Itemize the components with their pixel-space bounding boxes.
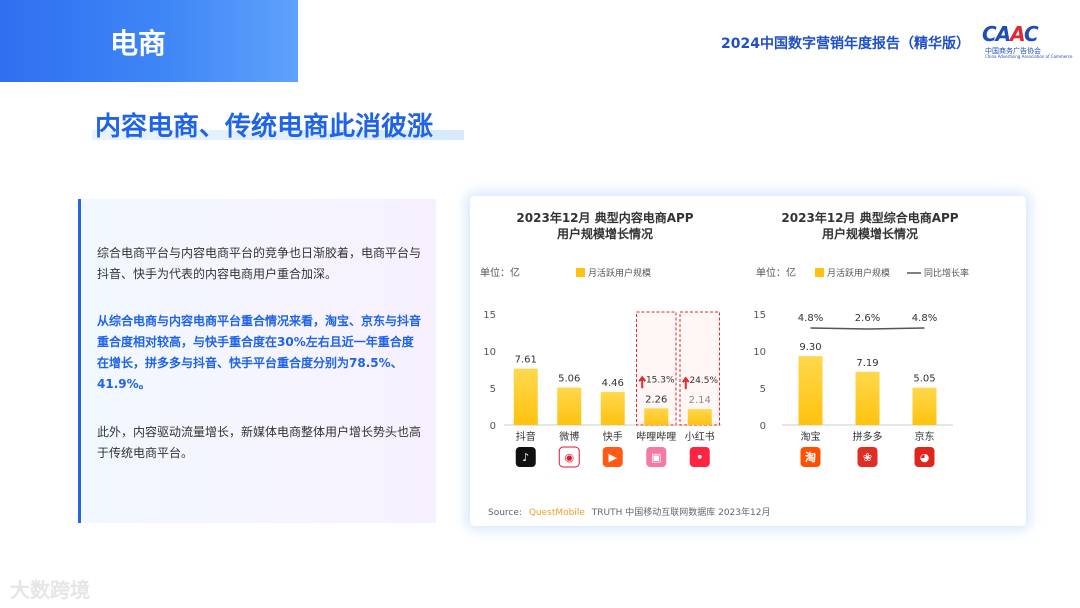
icon-glyph: • bbox=[696, 451, 703, 464]
bar-4 bbox=[687, 409, 712, 425]
growth-up-arrow bbox=[681, 376, 690, 390]
growth-up-arrow bbox=[638, 375, 647, 389]
charts-svg: 2023年12月 典型内容电商APP 用户规模增长情况 单位：亿 月活跃用户规模… bbox=[480, 210, 969, 518]
icon-glyph: ◉ bbox=[564, 451, 574, 464]
bar-value-label: 7.61 bbox=[515, 355, 537, 366]
category-label: 拼多多 bbox=[853, 430, 883, 443]
kuaishou-icon: ▶ bbox=[602, 447, 623, 467]
growth-rate-value: 2.6% bbox=[855, 313, 880, 324]
right-legend-label-bar: 月活跃用户规模 bbox=[827, 267, 890, 279]
icon-tile bbox=[689, 447, 710, 467]
icon-tile bbox=[646, 447, 667, 467]
category-label: 京东 bbox=[915, 430, 935, 443]
taobao-icon: 淘 bbox=[800, 447, 821, 467]
left-unit-label: 单位：亿 bbox=[480, 266, 520, 279]
caac-logo: CAAC 中国商务广告协会 China Advertising Associat… bbox=[982, 22, 1072, 59]
text-panel: 综合电商平台与内容电商平台的竞争也日渐胶着，电商平台与抖音、快手为代表的内容电商… bbox=[78, 199, 436, 523]
bar-0 bbox=[798, 356, 823, 425]
y-tick-label: 5 bbox=[490, 384, 496, 395]
pinduoduo-icon: ❀ bbox=[857, 447, 878, 467]
y-tick-label: 0 bbox=[490, 421, 496, 432]
right-chart-title: 2023年12月 典型综合电商APP bbox=[781, 210, 958, 225]
bilibili-icon: ▣ bbox=[646, 447, 667, 467]
icon-glyph: ▶ bbox=[609, 451, 618, 464]
growth-rate-line bbox=[810, 327, 925, 330]
right-unit-label: 单位：亿 bbox=[756, 266, 796, 279]
growth-highlight-box bbox=[636, 311, 677, 426]
right-chart-subtitle: 用户规模增长情况 bbox=[821, 226, 918, 241]
icon-tile bbox=[857, 447, 878, 467]
icon-tile bbox=[914, 447, 935, 467]
y-tick-label: 15 bbox=[753, 310, 766, 321]
bar-value-label: 4.46 bbox=[602, 378, 624, 389]
category-label: 快手 bbox=[603, 430, 623, 443]
bar-0 bbox=[513, 368, 538, 425]
left-legend-swatch bbox=[576, 268, 585, 277]
icon-tile bbox=[515, 447, 536, 467]
icon-glyph: ♪ bbox=[522, 451, 529, 464]
icon-glyph: ◕ bbox=[920, 451, 930, 464]
report-title: 2024中国数字营销年度报告（精华版） bbox=[721, 36, 970, 52]
bar-1 bbox=[557, 387, 582, 425]
icon-glyph: ▣ bbox=[651, 451, 661, 464]
icon-glyph: 淘 bbox=[805, 450, 816, 464]
bar-value-label: 7.19 bbox=[856, 358, 878, 369]
douyin-icon: ♪ bbox=[515, 447, 536, 467]
bar-2 bbox=[600, 391, 625, 425]
bar-value-label: 5.06 bbox=[558, 374, 580, 385]
paragraph-1: 综合电商平台与内容电商平台的竞争也日渐胶着，电商平台与抖音、快手为代表的内容电商… bbox=[97, 246, 422, 281]
logo-mark: CAAC bbox=[982, 22, 1039, 46]
xiaohongshu-icon: • bbox=[689, 447, 710, 467]
weibo-icon: ◉ bbox=[558, 446, 580, 468]
source-text: TRUTH 中国移动互联网数据库 2023年12月 bbox=[591, 506, 771, 518]
category-label: 哔哩哔哩 bbox=[636, 430, 676, 443]
y-tick-label: 0 bbox=[760, 421, 766, 432]
icon-glyph: ❀ bbox=[863, 451, 872, 464]
watermark: 大数跨境 bbox=[10, 578, 90, 602]
text-panel-accent-bar bbox=[78, 199, 81, 523]
bar-value-label: 5.05 bbox=[913, 374, 935, 385]
left-legend-label: 月活跃用户规模 bbox=[588, 267, 651, 279]
left-chart: 0 5 10 15 7.61 抖音 ♪ 5.06 微博 ◉ 4.46 快手 ▶ 哔哩哔哩 ▣ 2.14 小红书 •… bbox=[483, 310, 722, 468]
right-chart: 0 5 10 15 9.30 淘宝淘 7.19 拼多多 ❀ 5.05 京东 ◕ 4.8% 2.6% 4.8% bbox=[753, 310, 953, 467]
left-chart-title: 2023年12月 典型内容电商APP bbox=[516, 210, 693, 225]
bar-1 bbox=[855, 371, 880, 425]
chart-panel: 2023年12月 典型内容电商APP 用户规模增长情况 单位：亿 月活跃用户规模… bbox=[470, 196, 1026, 526]
bar-value-label: 9.30 bbox=[799, 342, 821, 353]
source-prefix: Source: bbox=[488, 508, 522, 518]
bar-value-label: 2.26 bbox=[645, 394, 667, 405]
jd-icon: ◕ bbox=[914, 447, 935, 467]
section-title: 电商 bbox=[110, 27, 167, 60]
source-label: Source: QuestMobile TRUTH 中国移动互联网数据库 202… bbox=[488, 506, 770, 518]
icon-tile bbox=[602, 447, 623, 467]
category-label: 小红书 bbox=[685, 430, 715, 443]
growth-rate-value: 4.8% bbox=[798, 313, 823, 324]
logo-subtitle-en: China Advertising Association of Commerc… bbox=[985, 54, 1073, 59]
growth-highlight-box bbox=[679, 311, 720, 426]
growth-rate-value: 4.8% bbox=[912, 313, 937, 324]
bar-3 bbox=[644, 408, 669, 425]
right-legend-label-line: 同比增长率 bbox=[924, 267, 969, 279]
section-banner: 电商 bbox=[0, 0, 298, 82]
icon-tile bbox=[800, 447, 821, 467]
paragraph-3: 此外，内容驱动流量增长，新媒体电商整体用户增长势头也高于传统电商平台。 bbox=[97, 425, 422, 460]
y-tick-label: 15 bbox=[483, 310, 496, 321]
icon-tile bbox=[558, 446, 580, 468]
category-label: 微博 bbox=[559, 430, 579, 443]
category-label: 抖音 bbox=[516, 430, 536, 443]
source-brand: QuestMobile bbox=[529, 508, 586, 518]
y-tick-label: 10 bbox=[753, 347, 766, 358]
growth-rate-label: 15.3% bbox=[646, 375, 675, 385]
right-legend-swatch bbox=[815, 268, 824, 277]
page-headline: 内容电商、传统电商此消彼涨 bbox=[95, 112, 434, 142]
y-tick-label: 5 bbox=[760, 384, 766, 395]
logo-subtitle: 中国商务广告协会 bbox=[985, 47, 1041, 55]
paragraph-2-highlight: 从综合电商与内容电商平台重合情况来看，淘宝、京东与抖音重合度相对较高，与快手重合… bbox=[97, 314, 422, 391]
left-chart-subtitle: 用户规模增长情况 bbox=[556, 226, 653, 241]
bar-2 bbox=[912, 387, 937, 425]
growth-rate-label: 24.5% bbox=[689, 376, 718, 386]
y-tick-label: 10 bbox=[483, 347, 496, 358]
category-label: 淘宝 bbox=[801, 430, 821, 443]
bar-value-label: 2.14 bbox=[689, 395, 711, 406]
